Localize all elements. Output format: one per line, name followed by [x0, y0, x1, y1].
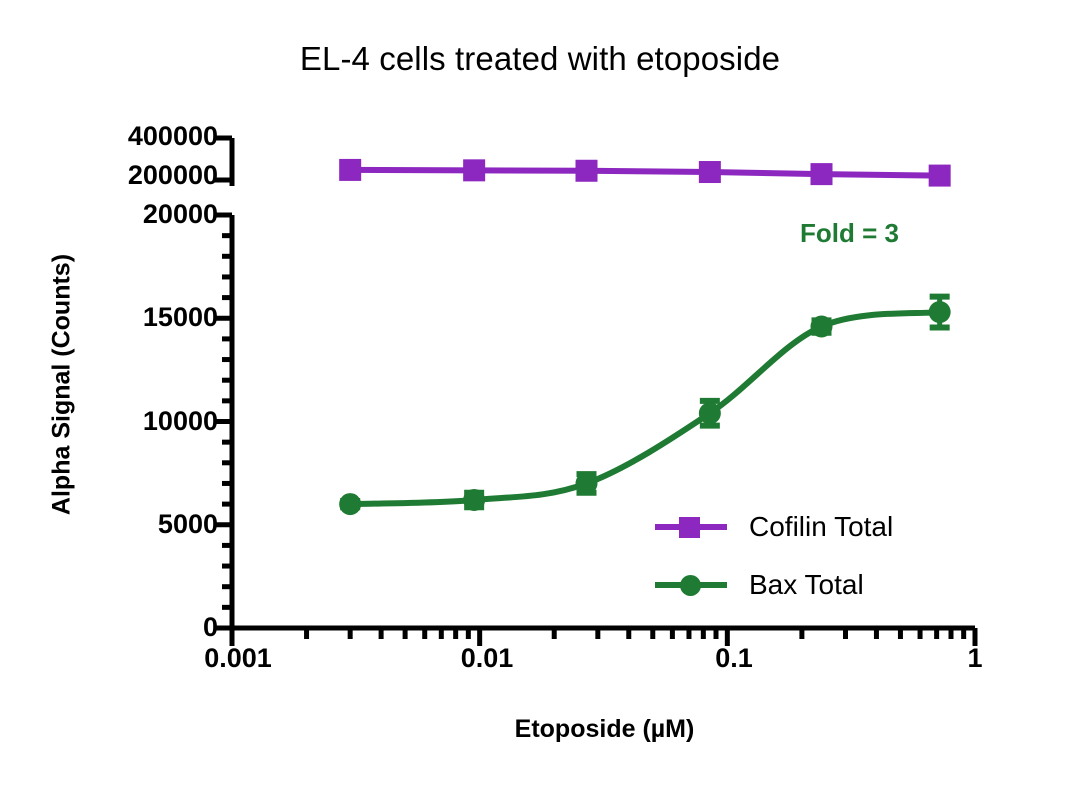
data-point-marker[interactable]	[810, 163, 833, 186]
legend-label-bax-total: Bax Total	[749, 569, 864, 600]
legend-marker-circle-icon	[680, 575, 701, 596]
y-tick-label-200000: 200000	[127, 160, 218, 190]
data-point-marker[interactable]	[463, 159, 486, 182]
chart-legend: Cofilin Total Bax Total	[655, 498, 893, 614]
data-point-marker[interactable]	[928, 301, 951, 324]
data-point-marker[interactable]	[928, 164, 951, 187]
legend-marker-square-icon	[679, 517, 700, 538]
y-tick-label-0: 0	[202, 612, 218, 642]
data-point-marker[interactable]	[463, 488, 486, 511]
legend-label-cofilin-total: Cofilin Total	[749, 511, 894, 542]
data-point-marker[interactable]	[698, 402, 721, 425]
x-tick-label-0-01: 0.01	[460, 643, 514, 673]
legend-item-bax-total[interactable]: Bax Total	[655, 556, 893, 614]
y-tick-label-10000: 10000	[142, 406, 218, 436]
data-point-marker[interactable]	[339, 158, 362, 181]
y-tick-label-15000: 15000	[142, 302, 218, 332]
x-axis-title: Etoposide (µM)	[514, 715, 695, 743]
x-tick-label-0-1: 0.1	[715, 643, 753, 673]
data-series-layer	[339, 158, 951, 516]
series-line-cofilin-total	[347, 166, 943, 179]
series-line-bax-total	[347, 309, 943, 508]
chart-title: EL-4 cells treated with etoposide	[299, 40, 781, 77]
axis-lines	[215, 135, 978, 646]
y-tick-label-group: 400000 200000 20000 15000 10000 5000 0	[0, 0, 218, 796]
x-tick-label-1: 1	[967, 643, 983, 673]
data-point-marker[interactable]	[698, 161, 721, 184]
y-tick-label-5000: 5000	[157, 509, 218, 539]
data-point-marker[interactable]	[339, 493, 362, 516]
data-point-marker[interactable]	[575, 159, 598, 182]
data-point-marker[interactable]	[575, 472, 598, 495]
legend-item-cofilin-total[interactable]: Cofilin Total	[655, 498, 893, 556]
legend-key-square	[655, 512, 727, 542]
fold-annotation: Fold = 3	[800, 218, 899, 248]
y-tick-label-400000: 400000	[127, 121, 218, 151]
y-tick-label-20000: 20000	[142, 199, 218, 229]
data-point-marker[interactable]	[810, 315, 833, 338]
legend-key-circle	[655, 570, 727, 600]
x-tick-label-0-001: 0.001	[204, 643, 272, 673]
